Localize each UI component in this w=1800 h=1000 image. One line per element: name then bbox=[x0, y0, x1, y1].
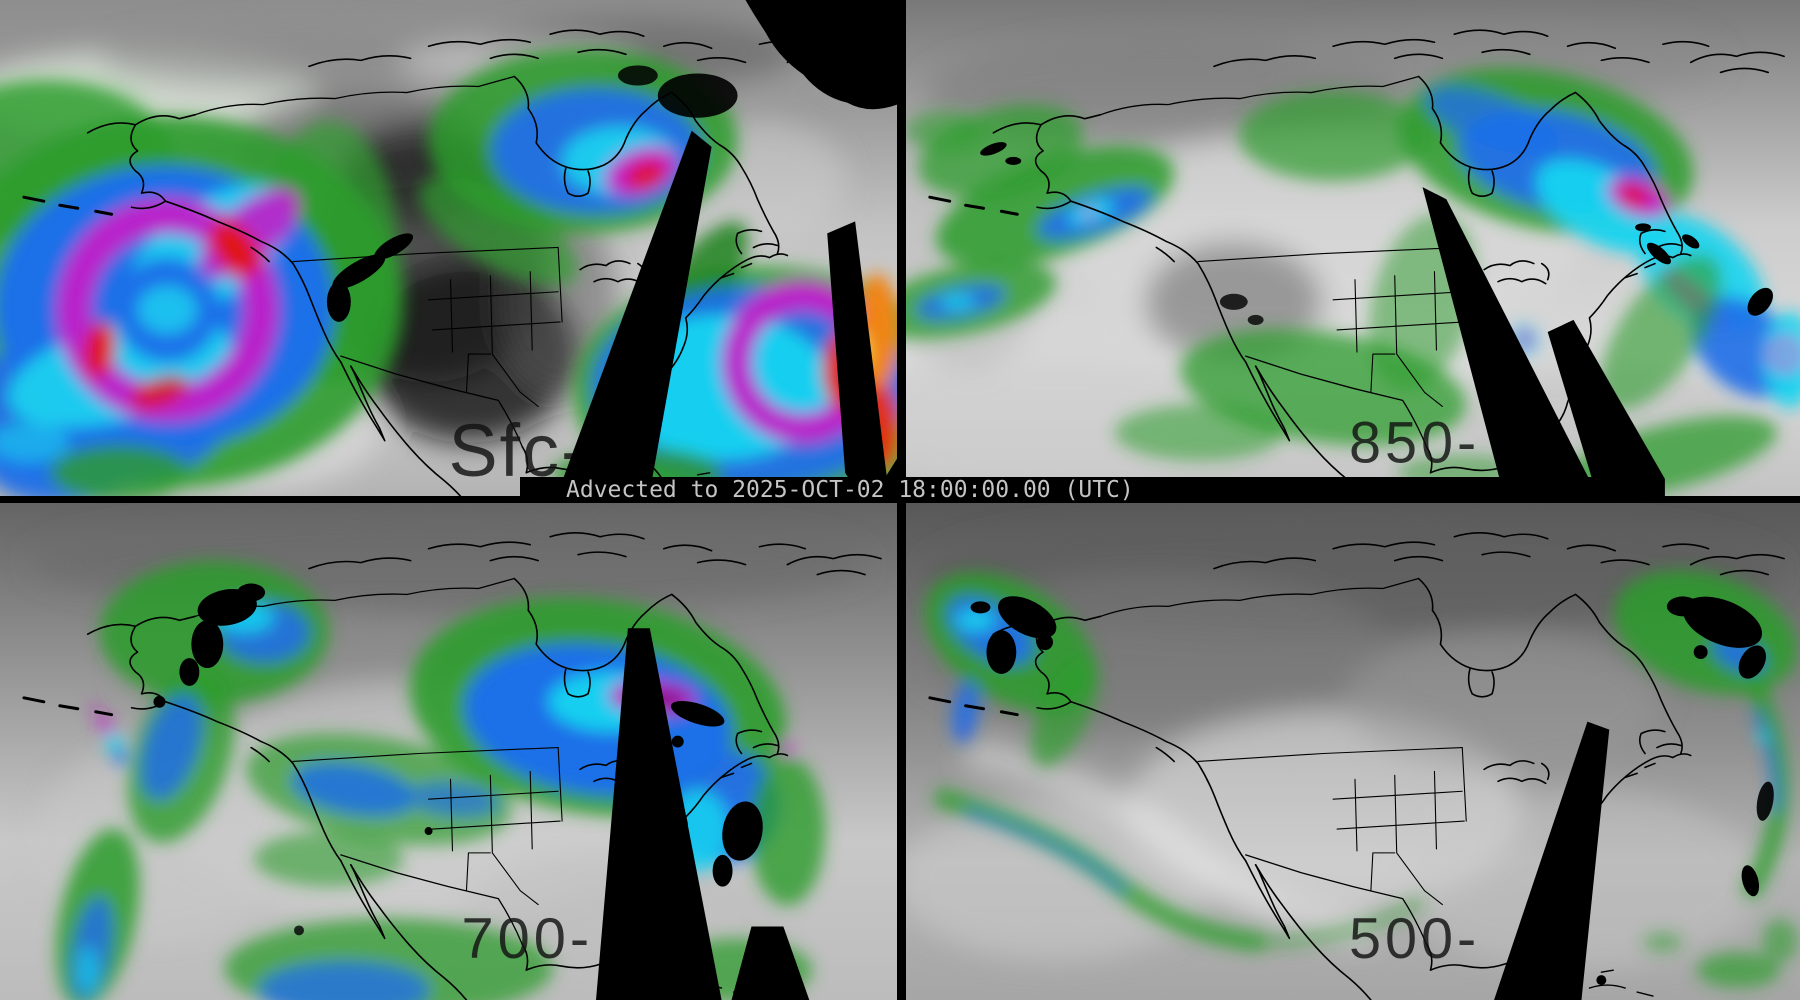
satellite-map-700: 700- bbox=[0, 503, 897, 1000]
no-data-wedge-group bbox=[970, 596, 1774, 1000]
satellite-map-850: 850- bbox=[906, 0, 1800, 503]
satellite-map-500: 500- bbox=[906, 503, 1800, 1000]
no-data-wedge-group bbox=[980, 142, 1774, 503]
panel-label-500: 500- bbox=[1349, 907, 1480, 971]
no-data-wedge-group bbox=[326, 0, 897, 503]
panel-sfc: Sfc- bbox=[0, 0, 897, 503]
panel-500: 500- bbox=[906, 503, 1800, 1000]
satellite-map-sfc: Sfc- bbox=[0, 0, 897, 503]
panel-label-700: 700- bbox=[461, 907, 593, 971]
moisture-plumes bbox=[906, 67, 1800, 500]
timestamp-text: Advected to 2025-OCT-02 18:00:00.00 (UTC… bbox=[566, 477, 1134, 503]
no-data-wedge-group bbox=[153, 583, 810, 1000]
panel-850: 850- bbox=[906, 0, 1800, 503]
panel-700: 700- bbox=[0, 503, 897, 1000]
timestamp-banner: Advected to 2025-OCT-02 18:00:00.00 (UTC… bbox=[520, 477, 1656, 503]
panel-label-850: 850- bbox=[1349, 411, 1480, 475]
